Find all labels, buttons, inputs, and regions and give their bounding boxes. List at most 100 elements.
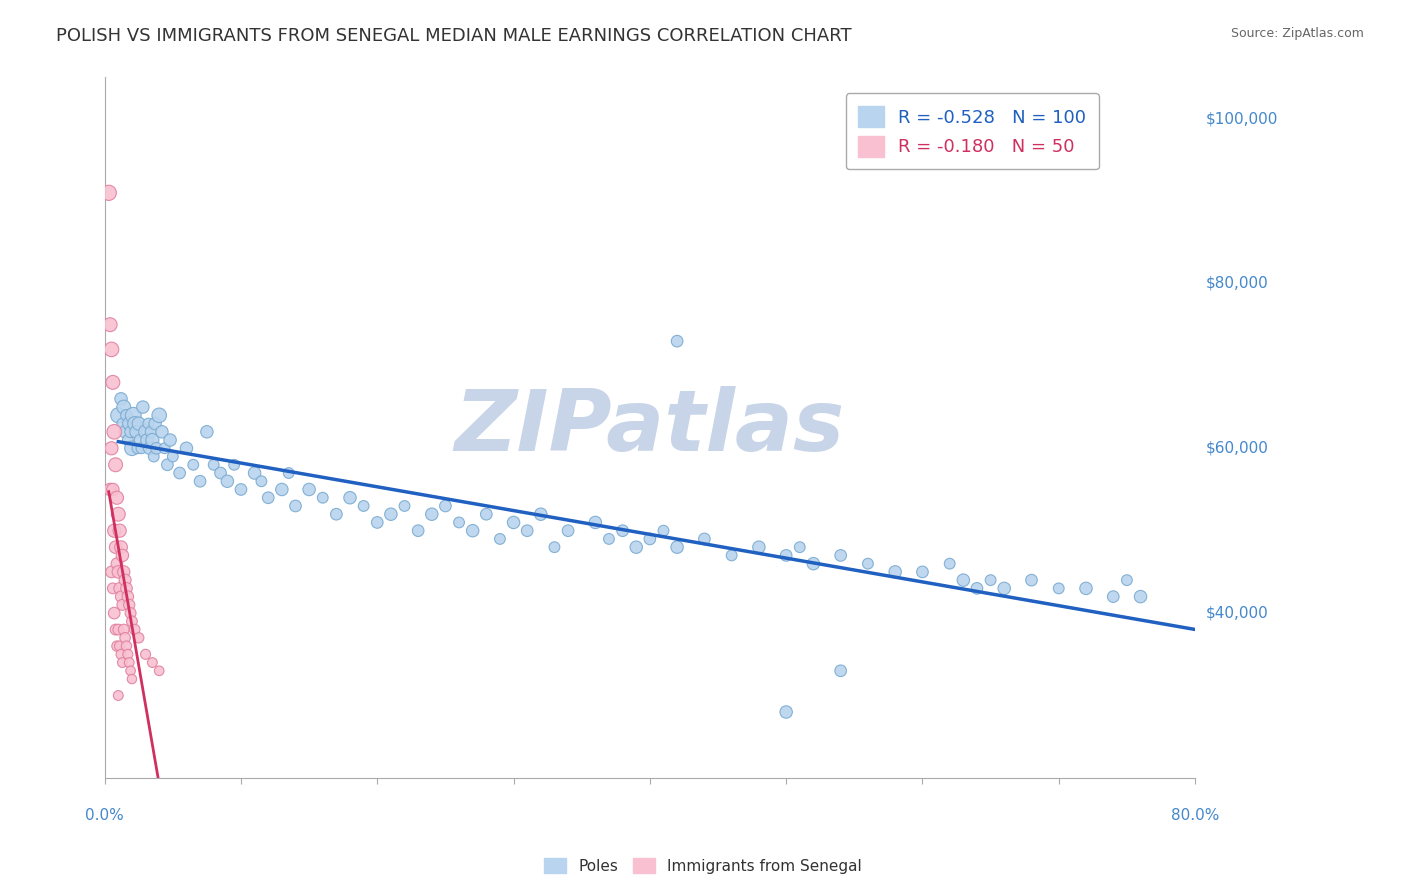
- Point: [121, 442, 143, 456]
- Point: [952, 573, 974, 587]
- Point: [1047, 582, 1070, 596]
- Point: [110, 540, 132, 554]
- Point: [803, 557, 825, 571]
- Point: [117, 433, 139, 447]
- Point: [150, 425, 173, 439]
- Point: [830, 549, 852, 563]
- Point: [103, 425, 125, 439]
- Point: [176, 442, 198, 456]
- Point: [543, 540, 565, 554]
- Point: [148, 664, 170, 678]
- Point: [128, 631, 150, 645]
- Point: [169, 466, 191, 480]
- Point: [118, 656, 141, 670]
- Point: [111, 549, 134, 563]
- Point: [277, 466, 299, 480]
- Point: [118, 417, 141, 431]
- Point: [461, 524, 484, 538]
- Point: [121, 615, 143, 629]
- Point: [118, 598, 141, 612]
- Point: [104, 458, 127, 472]
- Point: [325, 507, 347, 521]
- Point: [666, 334, 689, 348]
- Point: [117, 590, 139, 604]
- Point: [120, 606, 142, 620]
- Point: [110, 590, 132, 604]
- Point: [583, 516, 606, 530]
- Point: [131, 442, 153, 456]
- Point: [312, 491, 335, 505]
- Legend: Poles, Immigrants from Senegal: Poles, Immigrants from Senegal: [538, 852, 868, 880]
- Point: [1074, 582, 1097, 596]
- Point: [353, 499, 375, 513]
- Point: [110, 392, 132, 406]
- Point: [884, 565, 907, 579]
- Point: [195, 425, 218, 439]
- Point: [366, 516, 388, 530]
- Point: [98, 318, 121, 332]
- Point: [993, 582, 1015, 596]
- Point: [139, 425, 162, 439]
- Point: [108, 582, 131, 596]
- Point: [111, 656, 134, 670]
- Legend: R = -0.528   N = 100, R = -0.180   N = 50: R = -0.528 N = 100, R = -0.180 N = 50: [846, 94, 1098, 169]
- Point: [775, 549, 797, 563]
- Point: [101, 582, 124, 596]
- Point: [103, 606, 125, 620]
- Point: [406, 524, 429, 538]
- Point: [693, 532, 716, 546]
- Point: [1102, 590, 1125, 604]
- Point: [103, 524, 125, 538]
- Point: [135, 433, 157, 447]
- Text: 0.0%: 0.0%: [86, 808, 124, 823]
- Point: [129, 433, 152, 447]
- Point: [135, 425, 157, 439]
- Point: [107, 507, 129, 521]
- Point: [111, 417, 134, 431]
- Point: [107, 565, 129, 579]
- Point: [136, 417, 159, 431]
- Text: 80.0%: 80.0%: [1171, 808, 1219, 823]
- Point: [775, 705, 797, 719]
- Point: [117, 648, 139, 662]
- Point: [142, 450, 165, 464]
- Text: $60,000: $60,000: [1206, 441, 1270, 456]
- Point: [105, 557, 128, 571]
- Point: [447, 516, 470, 530]
- Point: [153, 442, 176, 456]
- Point: [420, 507, 443, 521]
- Point: [748, 540, 770, 554]
- Point: [530, 507, 553, 521]
- Point: [489, 532, 512, 546]
- Point: [159, 433, 181, 447]
- Point: [250, 475, 273, 489]
- Point: [104, 623, 127, 637]
- Point: [162, 450, 184, 464]
- Point: [502, 516, 524, 530]
- Point: [1115, 573, 1137, 587]
- Text: $40,000: $40,000: [1206, 606, 1268, 621]
- Point: [104, 540, 127, 554]
- Text: $100,000: $100,000: [1206, 112, 1278, 126]
- Point: [112, 565, 135, 579]
- Point: [108, 524, 131, 538]
- Point: [101, 376, 124, 390]
- Point: [138, 442, 160, 456]
- Point: [257, 491, 280, 505]
- Point: [108, 639, 131, 653]
- Point: [124, 417, 146, 431]
- Point: [475, 507, 498, 521]
- Point: [111, 598, 134, 612]
- Point: [121, 672, 143, 686]
- Point: [145, 442, 167, 456]
- Point: [557, 524, 579, 538]
- Point: [243, 466, 266, 480]
- Point: [112, 400, 135, 414]
- Point: [128, 417, 150, 431]
- Point: [209, 466, 232, 480]
- Point: [114, 631, 136, 645]
- Point: [598, 532, 620, 546]
- Point: [97, 186, 120, 200]
- Point: [830, 664, 852, 678]
- Point: [666, 540, 689, 554]
